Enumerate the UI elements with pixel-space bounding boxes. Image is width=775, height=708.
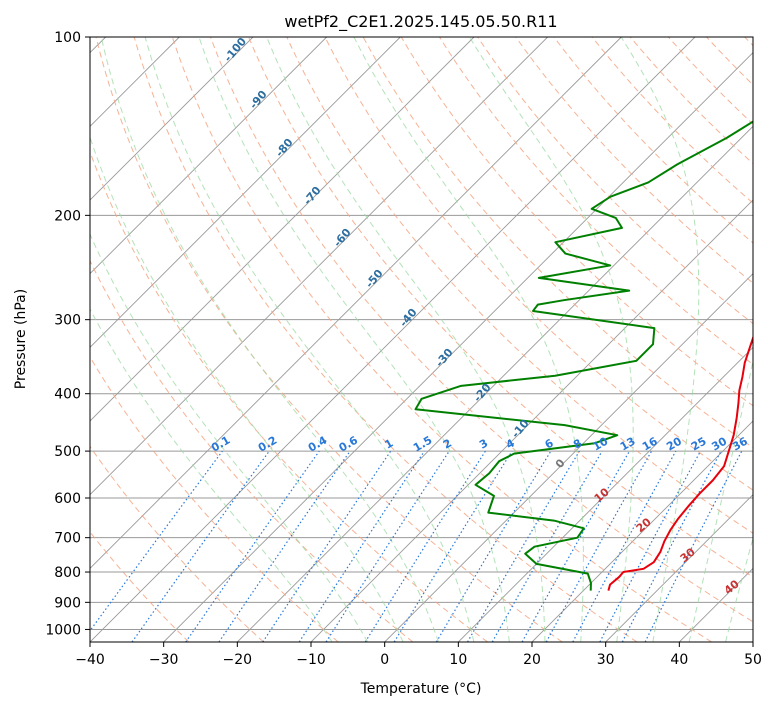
isotherm-line <box>90 37 401 348</box>
dewpoint-profile-line <box>414 120 753 591</box>
y-tick-label: 300 <box>54 313 81 329</box>
mixing-ratio-line <box>545 450 653 642</box>
y-tick-label: 800 <box>54 565 81 581</box>
moist-adiabat-line <box>266 37 546 642</box>
isotherm-line <box>384 273 753 642</box>
mixing-ratio-line <box>393 450 513 642</box>
dry-adiabat-line <box>210 37 753 623</box>
dry-adiabat-line <box>90 356 339 642</box>
dry-adiabat-line <box>133 37 638 642</box>
mixing-ratio-line <box>90 450 223 632</box>
isotherm-line <box>752 641 753 642</box>
dry-adiabat-line <box>324 37 753 491</box>
dry-adiabat-line <box>90 259 414 642</box>
mixing-ratio-line <box>298 450 425 642</box>
isotherm-line <box>531 420 753 642</box>
moist-adiabat-line <box>100 37 439 642</box>
isotherm-line <box>605 494 753 642</box>
mixing-ratio-line <box>218 450 351 642</box>
moist-adiabat-line <box>90 233 369 642</box>
dry-adiabat-line <box>171 37 712 642</box>
moist-adiabat-line <box>688 358 753 642</box>
mixing-ratio-line <box>131 450 270 642</box>
x-tick-label: −10 <box>296 652 326 668</box>
mixing-ratio-line <box>325 450 450 642</box>
x-tick-label: 0 <box>380 652 389 668</box>
y-tick-label: 900 <box>54 595 81 611</box>
moist-adiabat-line <box>90 135 404 642</box>
x-tick-label: 20 <box>523 652 541 668</box>
isotherm-line <box>90 37 327 275</box>
x-tick-label: 10 <box>449 652 467 668</box>
temperature-profile-line <box>607 334 753 591</box>
grid-layer <box>90 37 753 642</box>
isotherm-line <box>90 37 548 496</box>
mixing-ratio-line <box>572 450 677 642</box>
isotherm-line <box>90 37 622 569</box>
chart-title: wetPf2_C2E1.2025.145.05.50.R11 <box>284 12 557 32</box>
x-tick-label: 30 <box>597 652 615 668</box>
dry-adiabat-line <box>286 37 753 534</box>
x-tick-label: 40 <box>670 652 688 668</box>
isotherm-line <box>237 125 753 642</box>
mixing-ratio-line <box>185 450 320 642</box>
y-tick-label: 400 <box>54 387 81 403</box>
dry-adiabat-line <box>248 37 753 578</box>
series-layer <box>414 120 753 591</box>
moist-adiabat-line <box>90 308 333 642</box>
isotherm-line <box>90 37 696 642</box>
x-axis-title: Temperature (°C) <box>360 681 482 697</box>
isotherm-line <box>163 52 753 642</box>
x-tick-label: 50 <box>744 652 762 668</box>
y-axis-title: Pressure (hPa) <box>13 289 29 389</box>
plot-background <box>90 37 753 642</box>
x-tick-label: −40 <box>75 652 105 668</box>
dry-adiabat-line <box>515 37 753 284</box>
x-tick-label: −20 <box>223 652 253 668</box>
mixing-ratio-line <box>521 450 631 642</box>
isotherm-line <box>90 37 475 422</box>
moist-adiabat-line <box>353 37 584 642</box>
y-tick-label: 100 <box>54 30 81 46</box>
y-tick-label: 200 <box>54 208 81 224</box>
y-tick-label: 600 <box>54 491 81 507</box>
mixing-ratio-line <box>644 450 743 642</box>
moist-adiabat-line <box>620 37 700 642</box>
y-tick-label: 1000 <box>45 622 81 638</box>
moist-adiabat-line <box>198 37 510 642</box>
y-tick-label: 500 <box>54 444 81 460</box>
dry-adiabat-line <box>90 445 264 642</box>
moist-adiabat-line <box>144 37 475 642</box>
y-tick-label: 700 <box>54 531 81 547</box>
moist-adiabat-line <box>725 536 753 642</box>
mixing-ratio-line <box>262 450 392 642</box>
dry-adiabat-line <box>95 37 563 642</box>
x-tick-label: −30 <box>149 652 179 668</box>
isotherm-line <box>90 37 254 201</box>
axis-layer: −40 −30 −20 −10 0 10 20 30 40 50 100 200 300 400 500 60… <box>45 30 762 668</box>
plot-frame <box>89 36 754 643</box>
